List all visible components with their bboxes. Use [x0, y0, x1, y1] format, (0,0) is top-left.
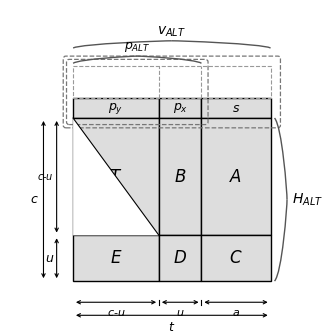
- Text: $u$: $u$: [44, 252, 54, 265]
- Text: $c$-$u$: $c$-$u$: [107, 308, 125, 318]
- Text: $u$: $u$: [176, 308, 185, 318]
- Text: $\mathit{C}$: $\mathit{C}$: [229, 249, 243, 267]
- Text: $p_{ALT}$: $p_{ALT}$: [124, 40, 151, 54]
- Bar: [73, 98, 159, 118]
- Text: $\mathit{T}$: $\mathit{T}$: [110, 168, 123, 186]
- Text: $c$-$u$: $c$-$u$: [38, 172, 54, 182]
- Bar: [202, 118, 271, 236]
- Bar: [202, 98, 271, 118]
- Text: $p_y$: $p_y$: [109, 101, 124, 116]
- Text: $\mathit{D}$: $\mathit{D}$: [173, 249, 187, 267]
- Bar: [159, 236, 202, 281]
- Text: $t$: $t$: [168, 321, 176, 334]
- Bar: [73, 236, 159, 281]
- Text: $c$: $c$: [30, 193, 39, 206]
- Text: $p_x$: $p_x$: [173, 101, 188, 115]
- Text: $a$: $a$: [232, 308, 240, 318]
- Bar: [73, 118, 159, 236]
- Text: $\mathit{A}$: $\mathit{A}$: [229, 168, 243, 186]
- Text: $v_{ALT}$: $v_{ALT}$: [157, 25, 186, 40]
- Bar: [159, 118, 202, 236]
- Text: $\mathit{B}$: $\mathit{B}$: [174, 168, 187, 186]
- Text: $\mathit{E}$: $\mathit{E}$: [110, 249, 122, 267]
- Polygon shape: [73, 118, 159, 236]
- Bar: [202, 236, 271, 281]
- Bar: [73, 66, 271, 98]
- Text: $s$: $s$: [232, 102, 240, 115]
- Text: $H_{ALT}$: $H_{ALT}$: [292, 192, 323, 208]
- Bar: [159, 98, 202, 118]
